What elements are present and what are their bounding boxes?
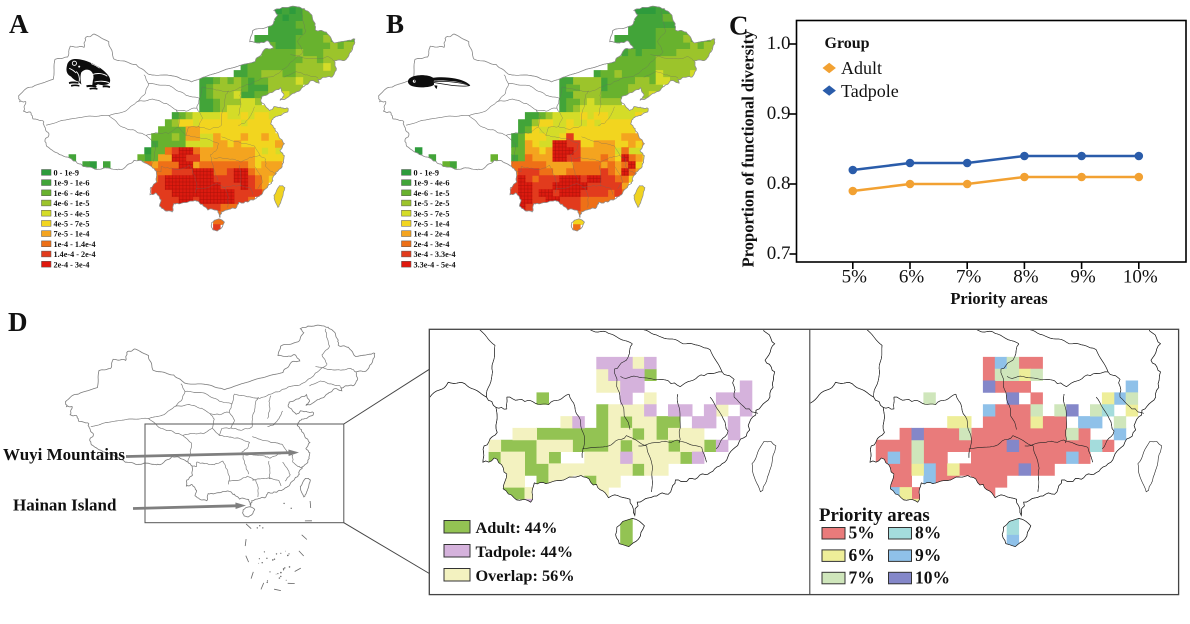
svg-text:0 - 1e-9: 0 - 1e-9 bbox=[54, 169, 79, 178]
svg-text:10%: 10% bbox=[915, 567, 950, 587]
svg-text:Overlap: 56%: Overlap: 56% bbox=[476, 566, 575, 585]
svg-text:10%: 10% bbox=[1123, 266, 1158, 287]
svg-text:1e-9 - 1e-6: 1e-9 - 1e-6 bbox=[54, 179, 90, 188]
svg-text:1e-9 - 4e-6: 1e-9 - 4e-6 bbox=[414, 179, 450, 188]
svg-text:2e-4 - 3e-4: 2e-4 - 3e-4 bbox=[414, 240, 450, 249]
svg-text:Tadpole: Tadpole bbox=[841, 81, 899, 101]
svg-text:4e-6 - 1e-5: 4e-6 - 1e-5 bbox=[54, 199, 90, 208]
svg-text:1e-4 - 1.4e-4: 1e-4 - 1.4e-4 bbox=[54, 240, 96, 249]
svg-text:1e-4 - 2e-4: 1e-4 - 2e-4 bbox=[414, 230, 450, 239]
svg-text:6%: 6% bbox=[899, 266, 925, 287]
svg-text:4e-5 - 7e-5: 4e-5 - 7e-5 bbox=[54, 220, 90, 229]
svg-text:0.8: 0.8 bbox=[767, 173, 791, 194]
svg-text:Proportion of functional diver: Proportion of functional diversity bbox=[739, 30, 758, 267]
svg-text:9%: 9% bbox=[1070, 266, 1096, 287]
svg-text:1.4e-4 - 2e-4: 1.4e-4 - 2e-4 bbox=[54, 250, 96, 259]
svg-text:0.7: 0.7 bbox=[767, 243, 791, 264]
svg-text:1e-5 - 2e-5: 1e-5 - 2e-5 bbox=[414, 199, 450, 208]
svg-text:8%: 8% bbox=[915, 523, 941, 543]
svg-text:9%: 9% bbox=[915, 545, 941, 565]
svg-text:1e-5 - 4e-5: 1e-5 - 4e-5 bbox=[54, 209, 90, 218]
svg-text:7%: 7% bbox=[956, 266, 982, 287]
svg-text:3e-5 - 7e-5: 3e-5 - 7e-5 bbox=[414, 209, 450, 218]
svg-text:C: C bbox=[729, 11, 749, 41]
svg-text:B: B bbox=[386, 9, 404, 39]
svg-text:Hainan Island: Hainan Island bbox=[13, 496, 117, 515]
svg-text:5%: 5% bbox=[849, 523, 875, 543]
svg-text:0.9: 0.9 bbox=[767, 103, 791, 124]
svg-text:3.3e-4 - 5e-4: 3.3e-4 - 5e-4 bbox=[414, 260, 456, 269]
svg-text:Priority areas: Priority areas bbox=[819, 505, 930, 526]
svg-text:D: D bbox=[8, 307, 28, 337]
svg-text:3e-4 - 3.3e-4: 3e-4 - 3.3e-4 bbox=[414, 250, 456, 259]
svg-text:7e-5 - 1e-4: 7e-5 - 1e-4 bbox=[414, 220, 450, 229]
svg-text:1e-6 - 4e-6: 1e-6 - 4e-6 bbox=[54, 189, 90, 198]
svg-text:0 - 1e-9: 0 - 1e-9 bbox=[414, 169, 439, 178]
svg-text:7%: 7% bbox=[849, 567, 875, 587]
svg-text:6%: 6% bbox=[849, 545, 875, 565]
svg-text:2e-4 - 3e-4: 2e-4 - 3e-4 bbox=[54, 260, 90, 269]
svg-text:Priority areas: Priority areas bbox=[950, 289, 1048, 308]
svg-text:Adult: 44%: Adult: 44% bbox=[476, 518, 558, 537]
svg-text:7e-5 - 1e-4: 7e-5 - 1e-4 bbox=[54, 230, 90, 239]
svg-text:A: A bbox=[9, 9, 29, 39]
svg-text:8%: 8% bbox=[1013, 266, 1039, 287]
svg-text:4e-6 - 1e-5: 4e-6 - 1e-5 bbox=[414, 189, 450, 198]
svg-text:5%: 5% bbox=[842, 266, 868, 287]
svg-text:Wuyi Mountains: Wuyi Mountains bbox=[3, 445, 125, 464]
svg-text:Tadpole: 44%: Tadpole: 44% bbox=[476, 542, 574, 561]
svg-text:Group: Group bbox=[825, 35, 870, 52]
svg-text:Adult: Adult bbox=[841, 58, 882, 78]
svg-text:1.0: 1.0 bbox=[767, 33, 791, 54]
